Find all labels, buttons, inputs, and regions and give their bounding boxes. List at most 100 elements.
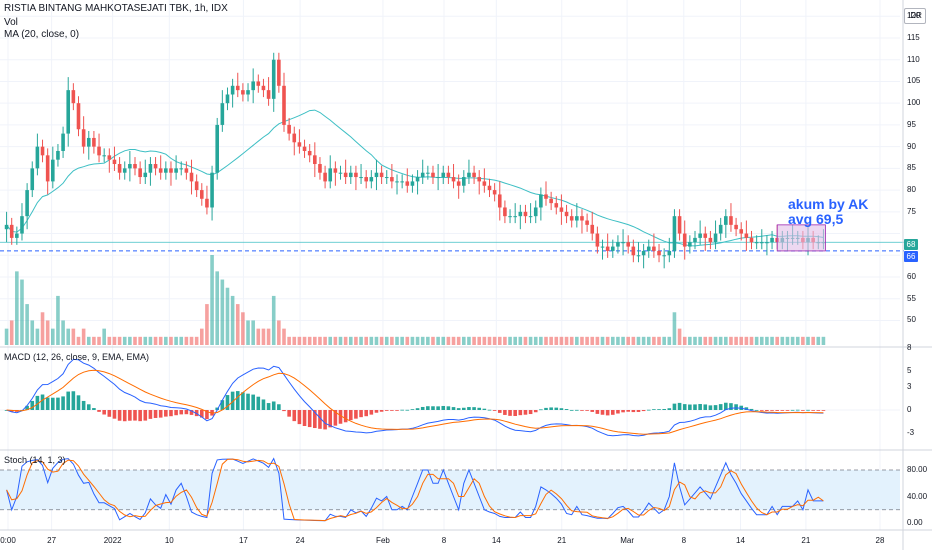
volume-bar [641,336,646,345]
macd-histogram-bar [729,403,733,410]
volume-bar [605,336,610,345]
macd-histogram-bar [184,410,189,415]
volume-bar [76,336,81,345]
candle-body [169,168,173,173]
volume-bar [688,336,692,345]
candle-body [66,90,71,134]
volume-bar [518,336,523,345]
macd-histogram-bar [179,410,184,415]
macd-histogram-bar [564,409,569,410]
volume-bar [446,336,451,345]
macd-histogram-bar [559,408,564,410]
volume-bar [205,304,209,345]
candle-body [549,198,553,204]
macd-histogram-bar [40,394,45,410]
volume-bar [780,336,785,345]
volume-bar [92,336,96,345]
candle-body [616,242,620,247]
macd-histogram-bar [138,410,142,422]
macd-histogram-bar [215,407,220,410]
macd-histogram-bar [785,410,790,411]
candle-body [348,172,353,178]
macd-histogram-bar [153,410,158,418]
macd-histogram-bar [343,410,348,423]
macd-histogram-bar [133,410,137,421]
candle-body [621,242,625,244]
macd-histogram-bar [86,404,91,410]
candle-body [133,164,137,169]
volume-bar [40,312,45,345]
macd-histogram-bar [71,391,76,410]
macd-histogram-bar [328,410,333,428]
price-axis-label: 100 [907,98,921,108]
candle-body [477,177,482,182]
candle-body [431,172,435,178]
macd-histogram-bar [616,410,620,414]
price-axis-label: 105 [907,76,921,86]
macd-histogram-bar [487,409,492,411]
candle-body [754,242,759,244]
ma-20-line [6,109,824,247]
candle-body [251,81,255,91]
candle-body [513,216,517,218]
macd-histogram-bar [251,394,255,410]
volume-bar [667,336,672,345]
volume-bar [621,336,625,345]
macd-histogram-bar [770,410,774,411]
volume-bar [441,336,446,345]
volume-bar [544,336,548,345]
candle-body [30,168,35,191]
macd-histogram-bar [472,407,476,410]
volume-bar [277,320,281,345]
macd-histogram-bar [35,395,40,410]
macd-histogram-bar [364,410,368,417]
volume-bar [128,336,132,345]
volume-bar [9,320,14,345]
macd-histogram-bar [420,406,425,410]
volume-bar [795,336,800,345]
candle-body [307,150,312,156]
volume-bar [487,336,492,345]
macd-histogram-bar [482,408,487,410]
macd-histogram-bar [441,405,446,410]
candle-body [102,155,106,157]
volume-bar [318,336,322,345]
candle-body [266,90,271,99]
macd-histogram-bar [66,391,71,410]
candle-body [35,146,40,169]
macd-axis-label: 0 [907,405,912,414]
candle-body [610,246,615,251]
candle-body [590,224,595,234]
candle-body [56,150,60,160]
volume-bar [492,336,497,345]
candle-body [230,85,235,95]
macd-histogram-bar [220,400,225,410]
candle-body [718,224,723,234]
volume-bar [415,336,420,345]
candle-body [739,229,744,234]
candle-body [682,233,687,247]
volume-bar [241,312,245,345]
volume-bar [97,336,101,345]
volume-bar [251,320,255,345]
candle-body [333,168,338,173]
candle-body [467,172,471,178]
currency-badge[interactable]: IDR [904,8,926,24]
volume-bar [179,336,184,345]
candle-body [657,250,661,256]
volume-bar [569,336,574,345]
macd-histogram-bar [503,410,507,415]
volume-bar [754,336,759,345]
macd-histogram-bar [307,410,312,428]
chart-title: RISTIA BINTANG MAHKOTASEJATI TBK, 1h, ID… [4,3,228,14]
candle-body [585,220,589,225]
macd-histogram-bar [400,409,404,411]
macd-axis-label: 8 [907,342,912,352]
macd-histogram-bar [431,406,435,410]
macd-histogram-bar [199,410,204,418]
volume-bar [431,336,435,345]
price-axis-label: 90 [907,141,916,151]
price-axis-label: 85 [907,163,916,173]
macd-histogram-bar [734,404,738,410]
